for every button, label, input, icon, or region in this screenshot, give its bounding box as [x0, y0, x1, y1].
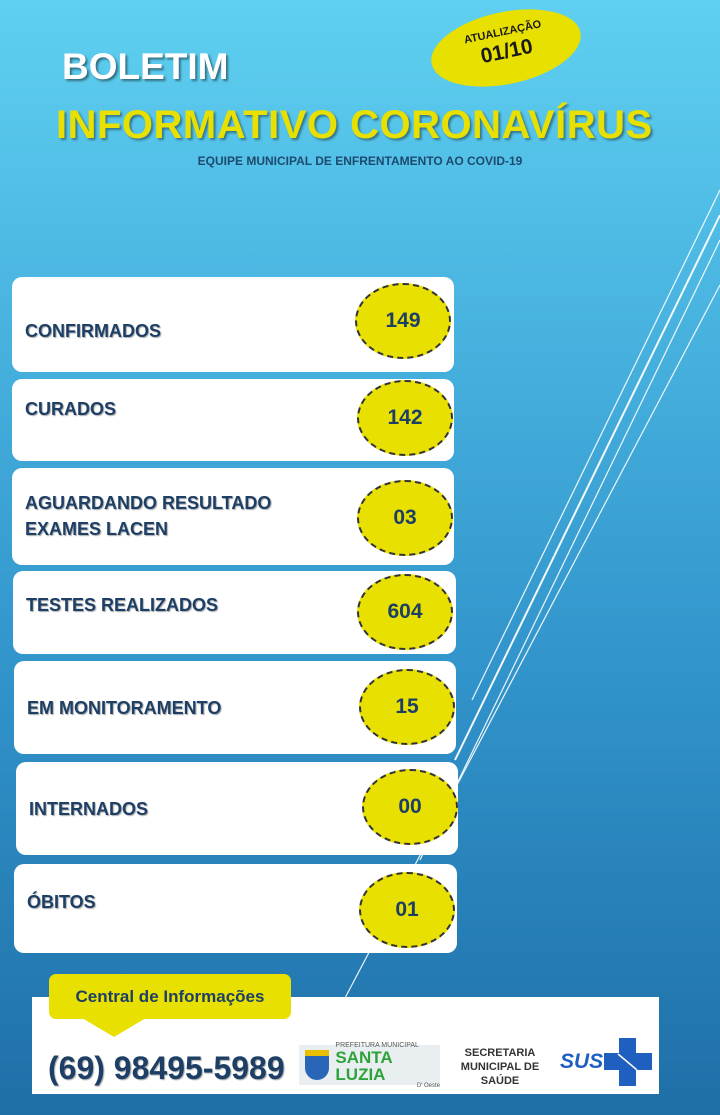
stat-value: 01 [359, 872, 455, 948]
stat-card-internados: INTERNADOS 00 [16, 762, 458, 855]
stat-value: 03 [357, 480, 453, 556]
stat-value: 00 [362, 769, 458, 845]
stat-card-aguardando: AGUARDANDO RESULTADO EXAMES LACEN 03 [12, 468, 454, 565]
prefeitura-logo: PREFEITURA MUNICIPAL SANTA LUZIA D' Oest… [299, 1041, 440, 1089]
stat-label: AGUARDANDO RESULTADO EXAMES LACEN [25, 493, 272, 539]
stat-value: 142 [357, 380, 453, 456]
coat-of-arms-icon [305, 1050, 330, 1080]
stat-value: 149 [355, 283, 451, 359]
team-caption-text: EQUIPE MUNICIPAL DE ENFRENTAMENTO AO COV… [197, 154, 523, 168]
stat-card-curados: CURADOS 142 [12, 379, 454, 461]
prefeitura-line3: D' Oeste [416, 1082, 440, 1089]
sus-label: SUS [560, 1050, 604, 1073]
stat-label: ÓBITOS [27, 892, 96, 912]
stat-label: INTERNADOS [29, 799, 149, 819]
sus-cross-icon [604, 1038, 652, 1086]
title: BOLETIM [62, 46, 229, 87]
stat-label: CURADOS [25, 399, 117, 419]
stat-label: TESTES REALIZADOS [26, 595, 219, 615]
stat-card-confirmados: CONFIRMADOS 149 [12, 277, 454, 372]
stat-card-monitoramento: EM MONITORAMENTO 15 [14, 661, 456, 754]
subtitle: INFORMATIVO CORONAVÍRUS [56, 103, 653, 147]
secretaria-label: SECRETARIA MUNICIPAL DE SAÚDE [460, 1047, 540, 1087]
stat-value: 604 [357, 574, 453, 650]
prefeitura-line2: SANTA LUZIA [335, 1047, 393, 1084]
stat-label: EM MONITORAMENTO [27, 698, 222, 718]
team-caption: EQUIPE MUNICIPAL DE ENFRENTAMENTO AO COV… [0, 154, 720, 168]
stat-card-obitos: ÓBITOS 01 [14, 864, 457, 953]
stat-label: CONFIRMADOS [25, 321, 161, 341]
stat-card-testes: TESTES REALIZADOS 604 [13, 571, 456, 654]
stat-value: 15 [359, 669, 455, 745]
callout-tail [82, 1018, 146, 1037]
info-callout: Central de Informações [49, 974, 291, 1019]
phone-number: (69) 98495-5989 [48, 1050, 285, 1086]
prefeitura-line1: PREFEITURA MUNICIPAL [335, 1041, 419, 1049]
